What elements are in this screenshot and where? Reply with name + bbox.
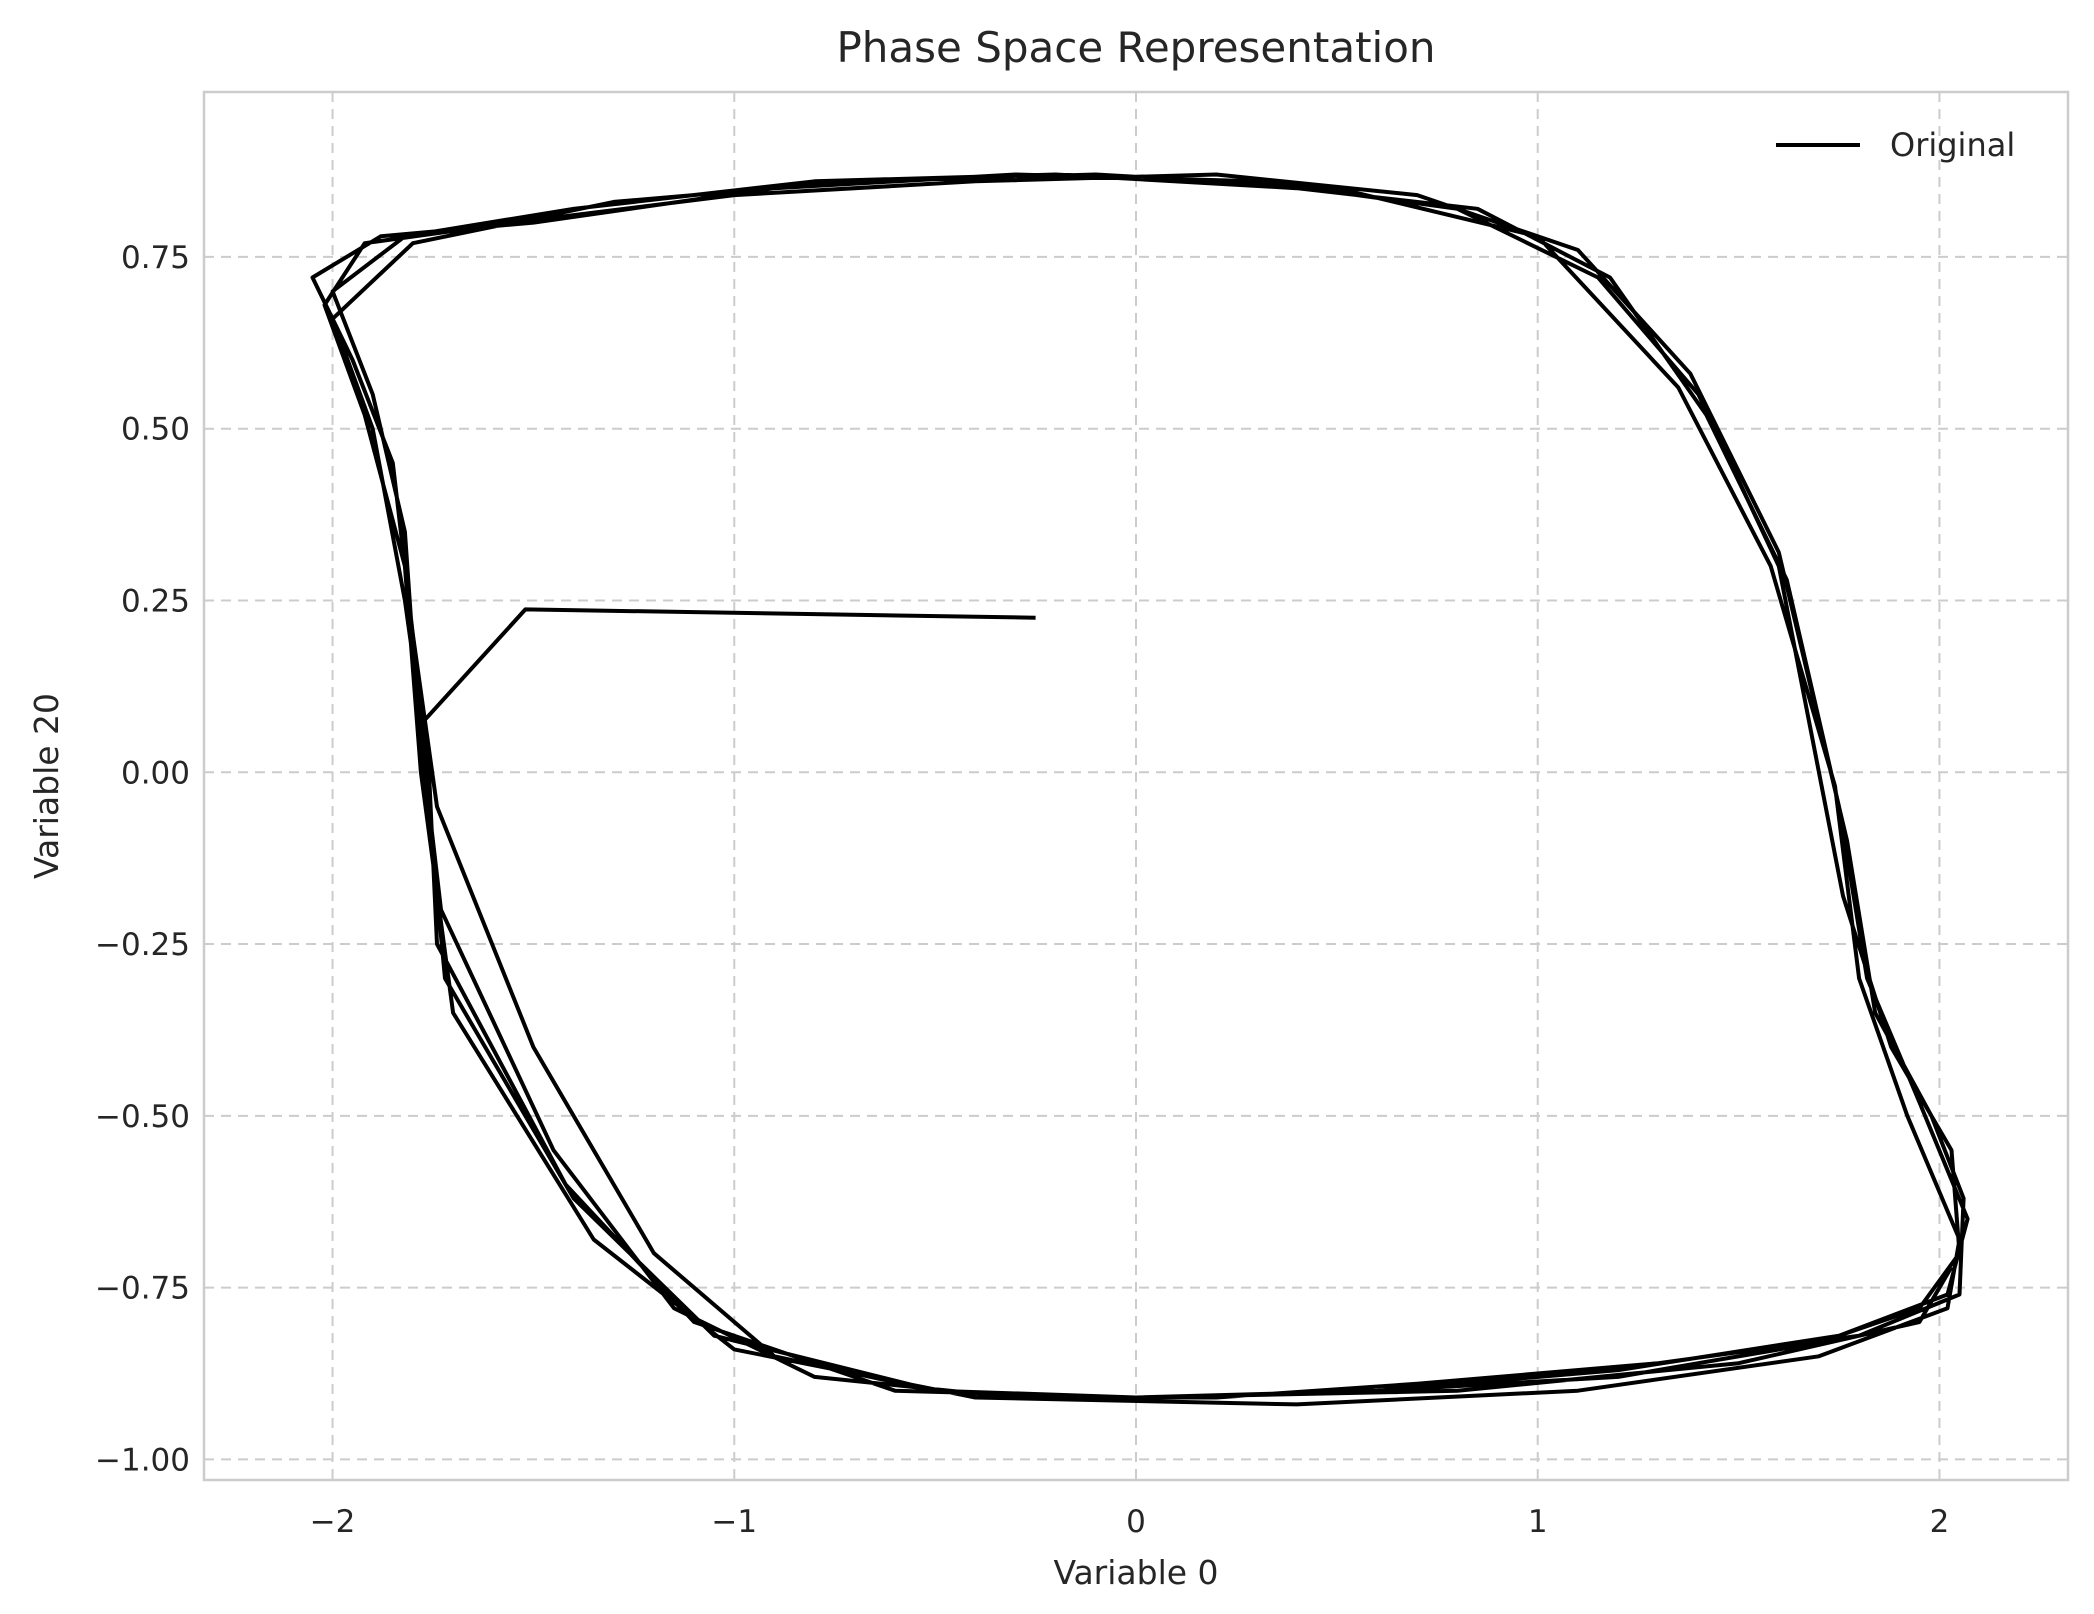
y-tick-labels: −1.00 −0.75 −0.50 −0.25 0.00 0.25 0.50 0.75 xyxy=(95,240,190,1478)
x-tick-label: 2 xyxy=(1930,1504,1950,1540)
x-axis-title: Variable 0 xyxy=(1053,1553,1218,1592)
y-tick-label: 0.50 xyxy=(121,412,190,448)
y-tick-label: 0.00 xyxy=(121,755,190,791)
plot-frame xyxy=(202,90,2070,1482)
chart-title: Phase Space Representation xyxy=(836,23,1435,72)
x-tick-labels: −2 −1 0 1 2 xyxy=(310,1504,1950,1540)
y-tick-label: −0.50 xyxy=(95,1099,190,1135)
legend: Original xyxy=(1776,126,2015,164)
y-tick-label: −1.00 xyxy=(95,1442,190,1478)
legend-label-original: Original xyxy=(1890,126,2015,164)
x-gridlines xyxy=(331,92,1941,1480)
y-tick-label: −0.75 xyxy=(95,1271,190,1307)
x-tick-label: 0 xyxy=(1126,1504,1146,1540)
x-tick-label: −1 xyxy=(711,1504,757,1540)
y-axis-title: Variable 20 xyxy=(27,693,66,879)
y-tick-label: 0.25 xyxy=(121,583,190,619)
y-tick-label: −0.25 xyxy=(95,927,190,963)
x-tick-label: −2 xyxy=(310,1504,356,1540)
series-line-original xyxy=(310,172,1970,1407)
x-tick-label: 1 xyxy=(1528,1504,1548,1540)
y-tick-label: 0.75 xyxy=(121,240,190,276)
plot-data-area xyxy=(310,172,1970,1407)
